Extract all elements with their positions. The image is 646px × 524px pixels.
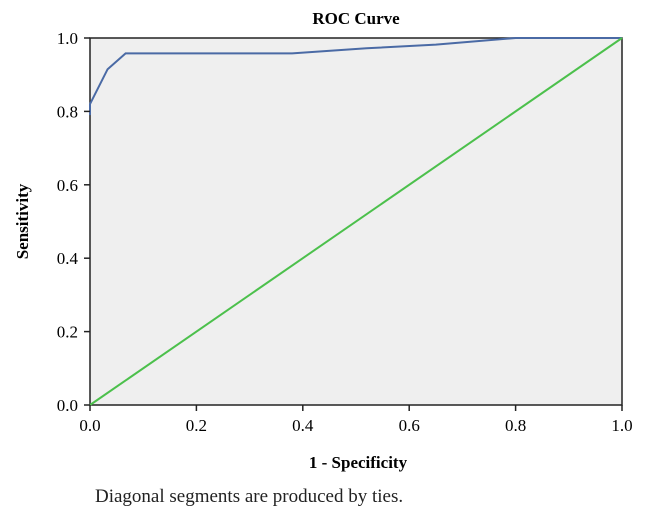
y-axis-title: Sensitivity	[13, 183, 32, 259]
x-tick-label: 0.6	[399, 416, 420, 435]
y-tick-label: 0.4	[57, 249, 79, 268]
reference-diagonal-line	[89, 37, 623, 406]
x-tick-label: 0.8	[505, 416, 526, 435]
chart-title: ROC Curve	[312, 9, 400, 28]
roc-curve-line	[89, 37, 622, 116]
y-axis-ticks: 0.0 0.2 0.4 0.6 0.8 1.0	[57, 29, 90, 415]
footnote: Diagonal segments are produced by ties.	[95, 486, 404, 507]
y-tick-label: 0.0	[57, 396, 78, 415]
x-tick-label: 0.4	[292, 416, 314, 435]
chart-marks	[89, 37, 623, 406]
x-axis-ticks: 0.0 0.2 0.4 0.6 0.8 1.0	[79, 405, 633, 435]
y-tick-label: 0.8	[57, 102, 78, 121]
x-tick-label: 0.2	[186, 416, 207, 435]
y-tick-label: 0.2	[57, 323, 78, 342]
x-tick-label: 1.0	[611, 416, 632, 435]
y-tick-label: 0.6	[57, 176, 78, 195]
y-tick-label: 1.0	[57, 29, 78, 48]
x-axis-title: 1 - Specificity	[309, 453, 408, 472]
x-tick-label: 0.0	[79, 416, 100, 435]
